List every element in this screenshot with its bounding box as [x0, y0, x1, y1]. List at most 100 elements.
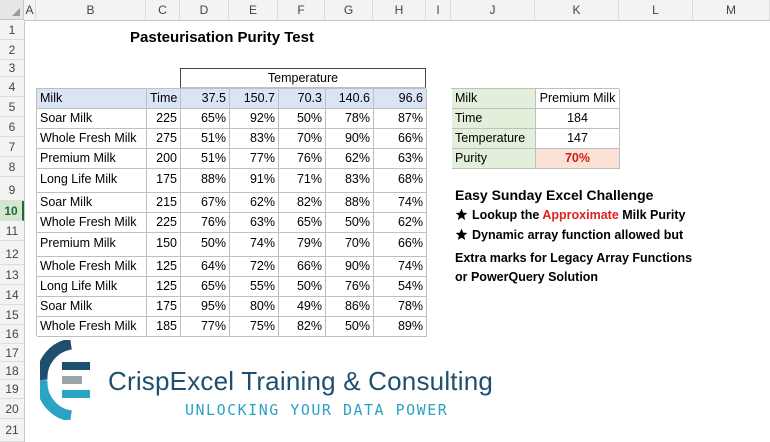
purity-cell[interactable]: 79% — [279, 233, 326, 257]
purity-cell[interactable]: 78% — [374, 297, 427, 317]
row-header[interactable]: 14 — [0, 285, 24, 305]
milk-name-cell[interactable]: Soar Milk — [37, 193, 147, 213]
purity-cell[interactable]: 54% — [374, 277, 427, 297]
milk-name-cell[interactable]: Whole Fresh Milk — [37, 257, 147, 277]
column-header-l[interactable]: L — [619, 0, 693, 20]
purity-cell[interactable]: 95% — [181, 297, 230, 317]
purity-cell[interactable]: 62% — [374, 213, 427, 233]
column-header-g[interactable]: G — [325, 0, 373, 20]
lookup-time-value[interactable]: 184 — [536, 109, 620, 129]
purity-cell[interactable]: 68% — [374, 169, 427, 193]
time-cell[interactable]: 150 — [147, 233, 181, 257]
lookup-milk-value[interactable]: Premium Milk — [536, 89, 620, 109]
row-header[interactable]: 11 — [0, 221, 24, 241]
purity-cell[interactable]: 62% — [326, 149, 374, 169]
purity-cell[interactable]: 74% — [374, 193, 427, 213]
time-cell[interactable]: 200 — [147, 149, 181, 169]
purity-cell[interactable]: 50% — [181, 233, 230, 257]
row-header[interactable]: 2 — [0, 40, 24, 60]
row-header[interactable]: 4 — [0, 77, 24, 97]
lookup-milk-label[interactable]: Milk — [452, 89, 536, 109]
purity-cell[interactable]: 66% — [279, 257, 326, 277]
row-header[interactable]: 16 — [0, 325, 24, 344]
purity-cell[interactable]: 74% — [230, 233, 279, 257]
milk-name-cell[interactable]: Soar Milk — [37, 109, 147, 129]
column-header-m[interactable]: M — [693, 0, 770, 20]
column-header-b[interactable]: B — [36, 0, 146, 20]
milk-name-cell[interactable]: Whole Fresh Milk — [37, 213, 147, 233]
time-cell[interactable]: 215 — [147, 193, 181, 213]
row-header[interactable]: 5 — [0, 97, 24, 117]
purity-cell[interactable]: 87% — [374, 109, 427, 129]
row-header[interactable]: 6 — [0, 117, 24, 137]
purity-cell[interactable]: 50% — [326, 213, 374, 233]
purity-cell[interactable]: 50% — [279, 109, 326, 129]
milk-name-cell[interactable]: Long Life Milk — [37, 169, 147, 193]
milk-name-cell[interactable]: Premium Milk — [37, 233, 147, 257]
purity-cell[interactable]: 83% — [326, 169, 374, 193]
header-milk[interactable]: Milk — [37, 89, 147, 109]
row-header[interactable]: 8 — [0, 157, 24, 177]
purity-cell[interactable]: 86% — [326, 297, 374, 317]
purity-cell[interactable]: 74% — [374, 257, 427, 277]
time-cell[interactable]: 125 — [147, 257, 181, 277]
time-cell[interactable]: 225 — [147, 109, 181, 129]
time-cell[interactable]: 185 — [147, 317, 181, 337]
purity-cell[interactable]: 78% — [326, 109, 374, 129]
time-cell[interactable]: 175 — [147, 297, 181, 317]
column-header-j[interactable]: J — [451, 0, 535, 20]
purity-cell[interactable]: 76% — [326, 277, 374, 297]
row-header[interactable]: 17 — [0, 344, 24, 362]
purity-cell[interactable]: 51% — [181, 149, 230, 169]
row-header[interactable]: 12 — [0, 241, 24, 265]
header-temp[interactable]: 96.6 — [374, 89, 427, 109]
time-cell[interactable]: 225 — [147, 213, 181, 233]
header-temp[interactable]: 70.3 — [279, 89, 326, 109]
purity-cell[interactable]: 50% — [279, 277, 326, 297]
purity-cell[interactable]: 65% — [181, 277, 230, 297]
purity-cell[interactable]: 63% — [230, 213, 279, 233]
header-temp[interactable]: 37.5 — [181, 89, 230, 109]
purity-cell[interactable]: 76% — [181, 213, 230, 233]
column-header-d[interactable]: D — [180, 0, 229, 20]
lookup-temperature-value[interactable]: 147 — [536, 129, 620, 149]
row-header[interactable]: 13 — [0, 265, 24, 285]
purity-cell[interactable]: 77% — [230, 149, 279, 169]
milk-name-cell[interactable]: Long Life Milk — [37, 277, 147, 297]
purity-cell[interactable]: 63% — [374, 149, 427, 169]
row-header-selected[interactable]: 10 — [0, 201, 24, 221]
column-header-a[interactable]: A — [24, 0, 36, 20]
purity-cell[interactable]: 66% — [374, 233, 427, 257]
purity-cell[interactable]: 82% — [279, 193, 326, 213]
lookup-time-label[interactable]: Time — [452, 109, 536, 129]
row-header[interactable]: 3 — [0, 60, 24, 77]
purity-cell[interactable]: 49% — [279, 297, 326, 317]
purity-cell[interactable]: 64% — [181, 257, 230, 277]
column-header-i[interactable]: I — [426, 0, 451, 20]
select-all-corner[interactable] — [0, 0, 24, 20]
temperature-header[interactable]: Temperature — [180, 68, 426, 88]
purity-cell[interactable]: 50% — [326, 317, 374, 337]
purity-cell[interactable]: 92% — [230, 109, 279, 129]
purity-cell[interactable]: 76% — [279, 149, 326, 169]
row-header[interactable]: 18 — [0, 362, 24, 380]
column-header-h[interactable]: H — [373, 0, 426, 20]
header-time[interactable]: Time — [147, 89, 181, 109]
header-temp[interactable]: 140.6 — [326, 89, 374, 109]
purity-cell[interactable]: 88% — [326, 193, 374, 213]
lookup-temperature-label[interactable]: Temperature — [452, 129, 536, 149]
purity-cell[interactable]: 67% — [181, 193, 230, 213]
milk-name-cell[interactable]: Premium Milk — [37, 149, 147, 169]
row-header[interactable]: 19 — [0, 380, 24, 399]
purity-cell[interactable]: 90% — [326, 129, 374, 149]
purity-cell[interactable]: 72% — [230, 257, 279, 277]
purity-cell[interactable]: 70% — [326, 233, 374, 257]
row-header[interactable]: 20 — [0, 399, 24, 419]
milk-name-cell[interactable]: Whole Fresh Milk — [37, 129, 147, 149]
column-header-e[interactable]: E — [229, 0, 278, 20]
purity-cell[interactable]: 62% — [230, 193, 279, 213]
purity-cell[interactable]: 89% — [374, 317, 427, 337]
column-header-c[interactable]: C — [146, 0, 180, 20]
purity-cell[interactable]: 80% — [230, 297, 279, 317]
purity-cell[interactable]: 51% — [181, 129, 230, 149]
